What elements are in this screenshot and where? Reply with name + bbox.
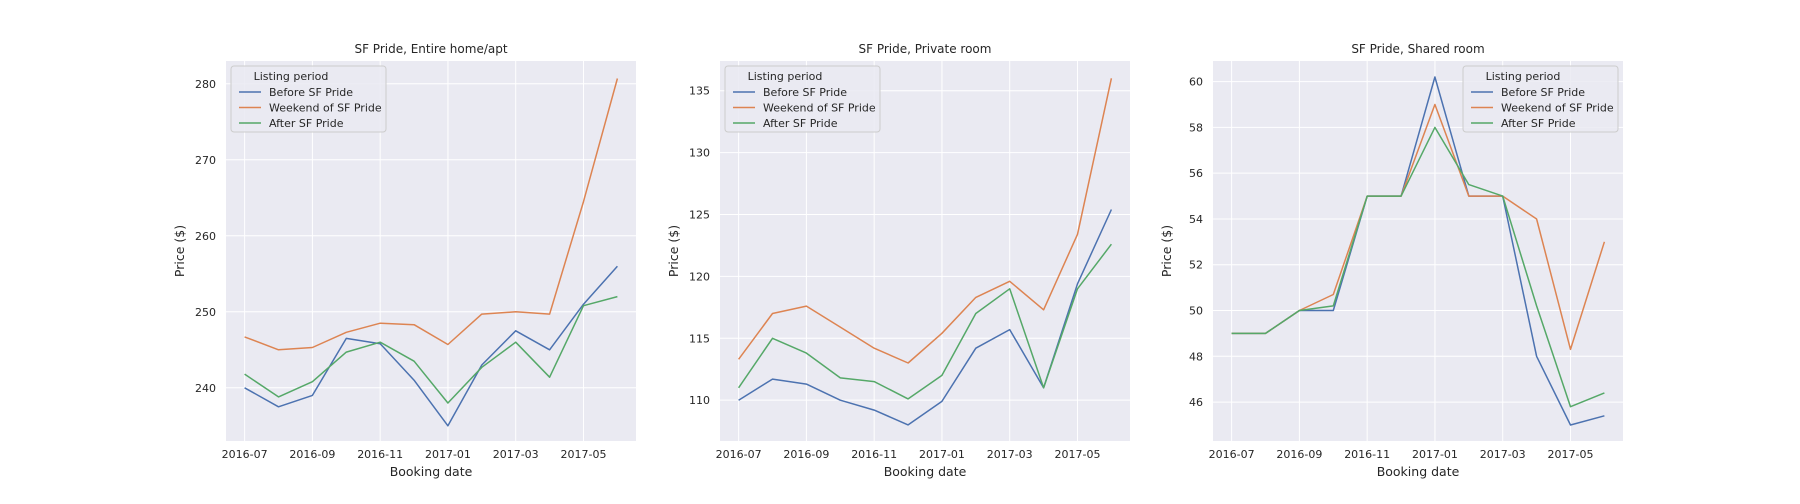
y-axis-label: Price ($) [1159, 225, 1174, 277]
y-tick-label: 130 [689, 147, 710, 160]
legend: Listing period Before SF Pride Weekend of … [230, 65, 387, 133]
y-tick-label: 280 [195, 78, 216, 91]
x-tick-label: 2016-11 [851, 448, 897, 461]
legend-entry-2: Weekend of SF Pride [1501, 102, 1614, 115]
y-axis-label: Price ($) [172, 225, 187, 277]
y-tick-label: 250 [195, 306, 216, 319]
series-line-2 [244, 78, 619, 351]
x-tick-label: 2016-09 [783, 448, 829, 461]
x-tick-label: 2017-05 [1054, 448, 1100, 461]
x-tick-label: 2016-11 [1344, 448, 1390, 461]
series-line-1 [244, 265, 618, 427]
legend: Listing period Before SF Pride Weekend of … [724, 65, 881, 133]
x-tick-label: 2017-01 [919, 448, 965, 461]
y-tick-label: 58 [1189, 121, 1203, 134]
x-tick-label: 2017-03 [987, 448, 1033, 461]
x-tick-label: 2017-03 [493, 448, 539, 461]
y-tick-label: 48 [1189, 350, 1203, 363]
y-tick-label: 115 [689, 332, 710, 345]
x-tick-label: 2016-07 [1209, 448, 1255, 461]
legend-title: Listing period [1486, 70, 1561, 83]
legend-title: Listing period [254, 70, 329, 83]
chart-title: SF Pride, Shared room [1351, 42, 1484, 56]
legend-entry-3: After SF Pride [1501, 117, 1576, 130]
x-tick-label: 2016-07 [222, 448, 268, 461]
y-tick-label: 260 [195, 230, 216, 243]
legend-entry-1: Before SF Pride [269, 86, 353, 99]
x-tick-label: 2017-03 [1480, 448, 1526, 461]
y-tick-label: 110 [689, 394, 710, 407]
x-tick-label: 2016-11 [357, 448, 403, 461]
x-axis-label: Booking date [884, 464, 967, 479]
legend-title: Listing period [748, 70, 823, 83]
series-line-3 [1231, 126, 1605, 408]
y-tick-label: 125 [689, 208, 710, 221]
legend-entry-2: Weekend of SF Pride [763, 102, 876, 115]
y-tick-label: 60 [1189, 76, 1203, 89]
legend-entry-1: Before SF Pride [763, 86, 847, 99]
y-tick-label: 52 [1189, 259, 1203, 272]
x-tick-label: 2017-01 [425, 448, 471, 461]
y-tick-label: 270 [195, 154, 216, 167]
series-line-2 [737, 78, 1113, 364]
x-tick-label: 2017-05 [1547, 448, 1593, 461]
chart-panel-2: 110 115 120 125 130 135 2016-07 2016-09 2016-11 2… [666, 42, 1130, 479]
legend-box [230, 65, 387, 133]
x-tick-label: 2017-01 [1412, 448, 1458, 461]
x-axis-label: Booking date [390, 464, 473, 479]
legend-entry-1: Before SF Pride [1501, 86, 1585, 99]
x-tick-label: 2016-09 [1276, 448, 1322, 461]
legend-entry-3: After SF Pride [269, 117, 344, 130]
y-tick-label: 56 [1189, 167, 1203, 180]
y-tick-label: 120 [689, 270, 710, 283]
chart-panel-1: 240 250 260 270 280 2016-07 2016-09 2016-11 2017… [172, 42, 636, 479]
legend-box [724, 65, 881, 133]
x-tick-label: 2016-07 [716, 448, 762, 461]
series-line-3 [737, 243, 1112, 400]
y-tick-label: 46 [1189, 396, 1203, 409]
legend: Listing period Before SF Pride Weekend of … [1462, 65, 1619, 133]
chart-title: SF Pride, Entire home/apt [354, 42, 507, 56]
chart-panel-3: 46 48 50 52 54 56 58 60 2016-07 2016-09 2016-11 201… [1159, 42, 1623, 479]
y-tick-label: 135 [689, 85, 710, 98]
x-tick-label: 2016-09 [289, 448, 335, 461]
x-tick-label: 2017-05 [560, 448, 606, 461]
legend-entry-2: Weekend of SF Pride [269, 102, 382, 115]
legend-entry-3: After SF Pride [763, 117, 838, 130]
y-tick-label: 240 [195, 382, 216, 395]
x-axis-label: Booking date [1377, 464, 1460, 479]
series-line-3 [244, 295, 618, 404]
y-axis-label: Price ($) [666, 225, 681, 277]
chart-title: SF Pride, Private room [859, 42, 992, 56]
y-tick-label: 54 [1189, 213, 1203, 226]
legend-box [1462, 65, 1619, 133]
y-tick-label: 50 [1189, 305, 1203, 318]
